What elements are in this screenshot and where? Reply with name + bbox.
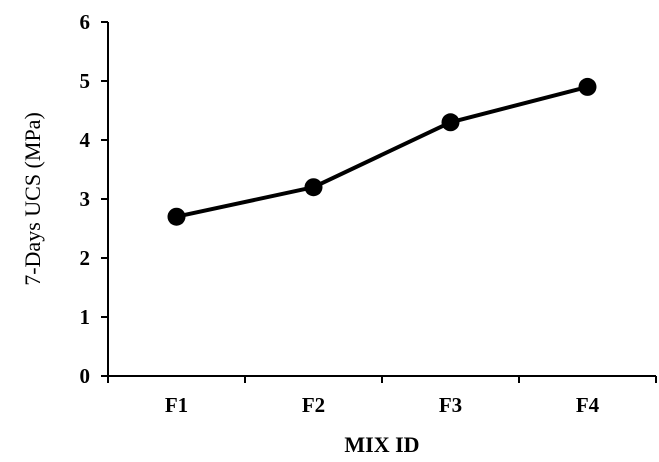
y-tick-label: 5	[80, 69, 91, 93]
data-point	[441, 113, 460, 132]
x-tick-label: F2	[302, 393, 325, 417]
y-tick-label: 0	[80, 364, 91, 388]
data-point	[167, 207, 186, 226]
x-axis-ticks: F1 F2 F3 F4	[107, 376, 657, 417]
y-axis-ticks: 0 1 2 3 4 5 6	[80, 10, 108, 388]
data-point	[304, 178, 323, 197]
x-axis-title: MIX ID	[344, 432, 419, 457]
y-tick-label: 1	[80, 305, 91, 329]
series-layer	[167, 77, 597, 226]
axes: 0 1 2 3 4 5 6 F1 F2 F3 F4	[80, 10, 657, 417]
y-axis-title: 7-Days UCS (MPa)	[20, 112, 45, 286]
x-tick-label: F3	[439, 393, 462, 417]
y-tick-label: 6	[80, 10, 91, 34]
x-tick-label: F4	[576, 393, 600, 417]
y-tick-label: 2	[80, 246, 91, 270]
x-tick-label: F1	[165, 393, 188, 417]
series-line	[176, 84, 589, 219]
y-tick-label: 4	[80, 128, 91, 152]
y-tick-label: 3	[80, 187, 91, 211]
data-point	[578, 77, 597, 96]
